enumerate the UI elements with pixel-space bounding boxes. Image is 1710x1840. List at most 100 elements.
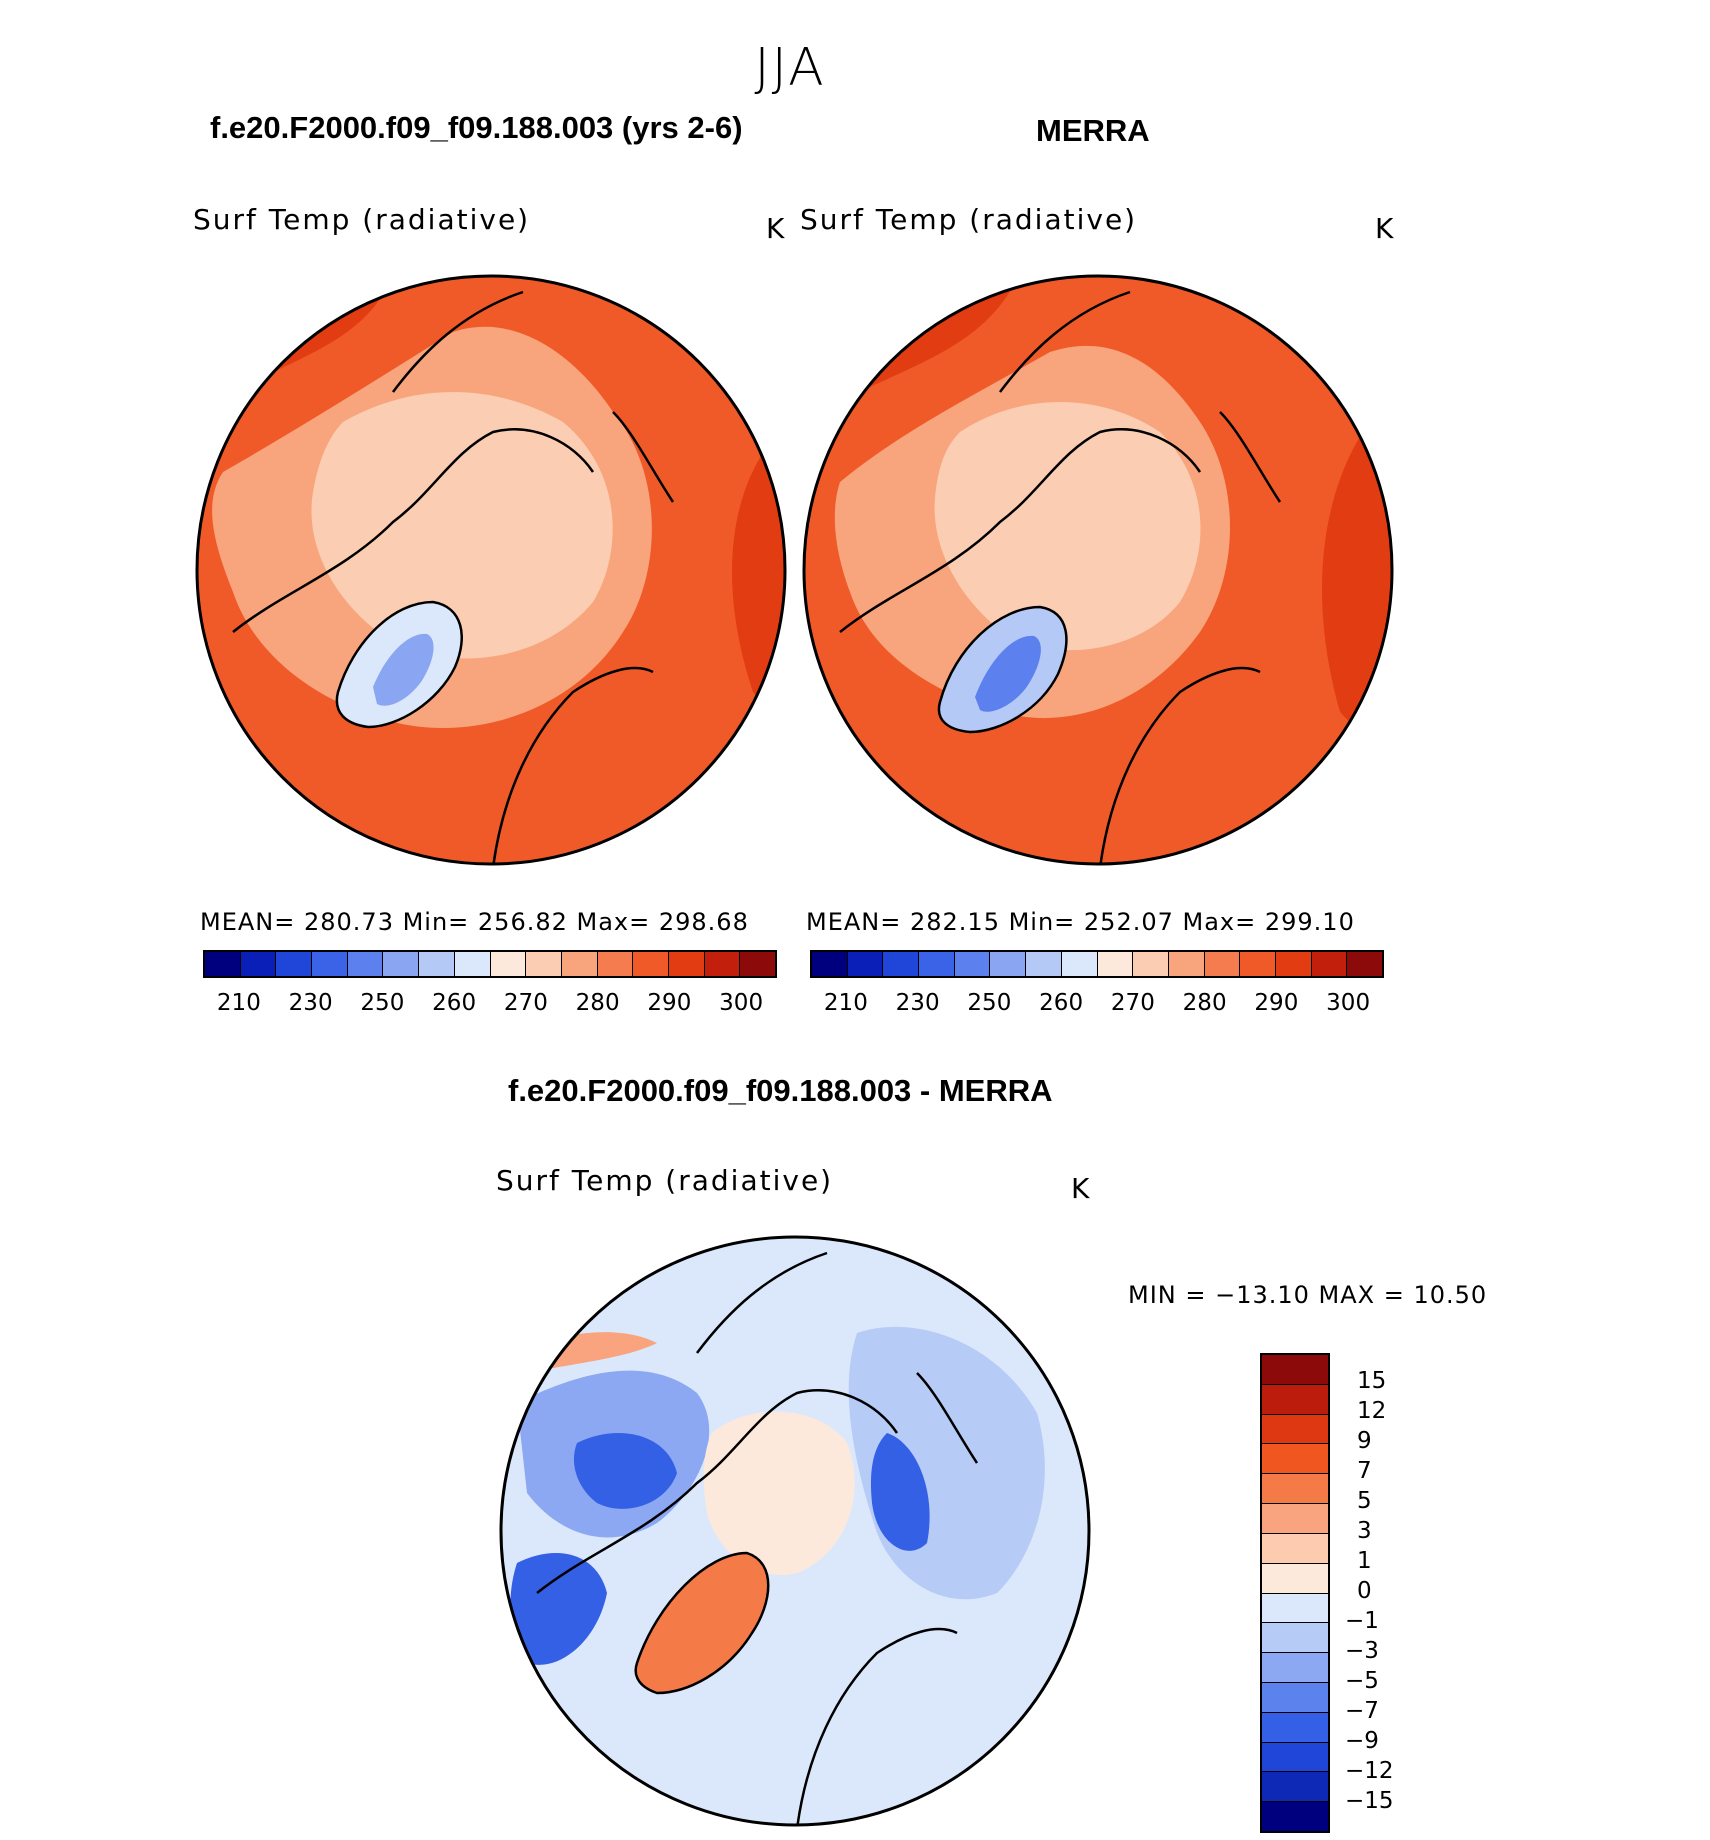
left-variable-label: Surf Temp (radiative) — [193, 203, 531, 236]
colorbar-swatch — [1262, 1384, 1328, 1415]
right-colorbar-ticks: 210 230 250 260 270 280 290 300 — [810, 990, 1384, 1020]
right-map-border — [802, 274, 1394, 866]
colorbar-swatch — [1262, 1742, 1328, 1773]
colorbar-tick-label: −1 — [1345, 1608, 1379, 1634]
colorbar-swatch — [561, 952, 598, 976]
left-panel-title: f.e20.F2000.f09_f09.188.003 (yrs 2-6) — [210, 110, 743, 145]
colorbar-swatch — [526, 952, 562, 976]
left-polar-map — [195, 274, 787, 866]
right-variable-label: Surf Temp (radiative) — [800, 203, 1138, 236]
left-stats: MEAN= 280.73 Min= 256.82 Max= 298.68 — [200, 908, 749, 936]
colorbar-swatch — [597, 952, 634, 976]
figure-title: JJA — [754, 38, 826, 98]
right-polar-map — [802, 274, 1394, 866]
diff-colorbar — [1260, 1353, 1330, 1833]
diff-variable-label: Surf Temp (radiative) — [496, 1164, 834, 1197]
colorbar-tick-label: 270 — [503, 990, 548, 1016]
colorbar-swatch — [668, 952, 705, 976]
colorbar-swatch — [812, 952, 848, 976]
colorbar-swatch — [1097, 952, 1134, 976]
colorbar-tick-label: 210 — [823, 990, 868, 1016]
right-coastlines — [839, 290, 1282, 864]
colorbar-swatch — [1262, 1414, 1328, 1445]
colorbar-swatch — [1262, 1712, 1328, 1743]
colorbar-swatch — [954, 952, 991, 976]
colorbar-tick-label: 1 — [1357, 1548, 1372, 1574]
right-stats: MEAN= 282.15 Min= 252.07 Max= 299.10 — [806, 908, 1355, 936]
colorbar-tick-label: 290 — [1254, 990, 1299, 1016]
colorbar-swatch — [1262, 1623, 1328, 1654]
colorbar-swatch — [1061, 952, 1098, 976]
colorbar-swatch — [1262, 1653, 1328, 1683]
colorbar-swatch — [1262, 1355, 1328, 1385]
diff-cold-core-2 — [510, 1553, 607, 1665]
colorbar-tick-label: 15 — [1357, 1368, 1387, 1394]
colorbar-tick-label: 280 — [1182, 990, 1227, 1016]
left-colorbar — [203, 950, 777, 978]
left-colorbar-ticks: 210 230 250 260 270 280 290 300 — [203, 990, 777, 1020]
colorbar-swatch — [1347, 952, 1382, 976]
colorbar-tick-label: 5 — [1357, 1488, 1372, 1514]
diff-colorbar-ticks: 15 12 9 7 5 3 1 0 −1 −3 −5 −7 −9 −12 −15 — [1345, 1353, 1465, 1833]
colorbar-tick-label: 270 — [1110, 990, 1155, 1016]
diff-units-label: K — [1071, 1172, 1090, 1205]
colorbar-swatch — [1168, 952, 1205, 976]
colorbar-tick-label: 3 — [1357, 1518, 1372, 1544]
diff-panel-title: f.e20.F2000.f09_f09.188.003 - MERRA — [508, 1073, 1053, 1108]
colorbar-tick-label: 280 — [575, 990, 620, 1016]
colorbar-swatch — [633, 952, 669, 976]
diff-cold-core-1 — [573, 1433, 677, 1509]
colorbar-tick-label: −9 — [1345, 1728, 1379, 1754]
colorbar-swatch — [312, 952, 348, 976]
colorbar-swatch — [490, 952, 527, 976]
colorbar-tick-label: 210 — [216, 990, 261, 1016]
colorbar-swatch — [1275, 952, 1312, 976]
diff-greenland-warm — [635, 1553, 769, 1693]
colorbar-swatch — [1262, 1474, 1328, 1505]
colorbar-tick-label: 260 — [1039, 990, 1084, 1016]
colorbar-tick-label: 300 — [719, 990, 764, 1016]
colorbar-swatch — [205, 952, 241, 976]
right-units-label: K — [1375, 212, 1394, 245]
colorbar-tick-label: 250 — [360, 990, 405, 1016]
colorbar-swatch — [347, 952, 384, 976]
colorbar-tick-label: 260 — [432, 990, 477, 1016]
colorbar-tick-label: −3 — [1345, 1638, 1379, 1664]
left-map-border — [195, 274, 787, 866]
diff-map-border — [499, 1235, 1091, 1827]
left-units-label: K — [766, 212, 785, 245]
left-arctic-region — [311, 392, 613, 659]
right-arctic-region — [934, 402, 1201, 651]
colorbar-swatch — [883, 952, 920, 976]
diff-cold-core-east — [870, 1433, 930, 1551]
colorbar-swatch — [919, 952, 955, 976]
diff-neutral-arctic — [703, 1411, 855, 1575]
colorbar-swatch — [740, 952, 775, 976]
colorbar-swatch — [1133, 952, 1169, 976]
diff-coastlines — [536, 1251, 979, 1825]
colorbar-tick-label: −7 — [1345, 1698, 1379, 1724]
diff-polar-map — [499, 1235, 1091, 1827]
right-panel-title: MERRA — [1036, 113, 1150, 148]
colorbar-swatch — [1262, 1444, 1328, 1475]
colorbar-swatch — [704, 952, 741, 976]
right-colorbar — [810, 950, 1384, 978]
colorbar-tick-label: 250 — [967, 990, 1012, 1016]
colorbar-tick-label: −15 — [1345, 1788, 1394, 1814]
left-coastlines — [232, 290, 675, 864]
colorbar-tick-label: −12 — [1345, 1758, 1394, 1784]
colorbar-swatch — [990, 952, 1027, 976]
colorbar-swatch — [1262, 1504, 1328, 1534]
colorbar-tick-label: 300 — [1326, 990, 1371, 1016]
colorbar-swatch — [383, 952, 420, 976]
colorbar-tick-label: 230 — [288, 990, 333, 1016]
colorbar-tick-label: −5 — [1345, 1668, 1379, 1694]
colorbar-swatch — [1262, 1682, 1328, 1713]
left-greenland-core — [373, 633, 434, 706]
colorbar-swatch — [1262, 1802, 1328, 1831]
colorbar-tick-label: 7 — [1357, 1458, 1372, 1484]
colorbar-swatch — [1311, 952, 1348, 976]
colorbar-tick-label: 9 — [1357, 1428, 1372, 1454]
colorbar-swatch — [240, 952, 277, 976]
